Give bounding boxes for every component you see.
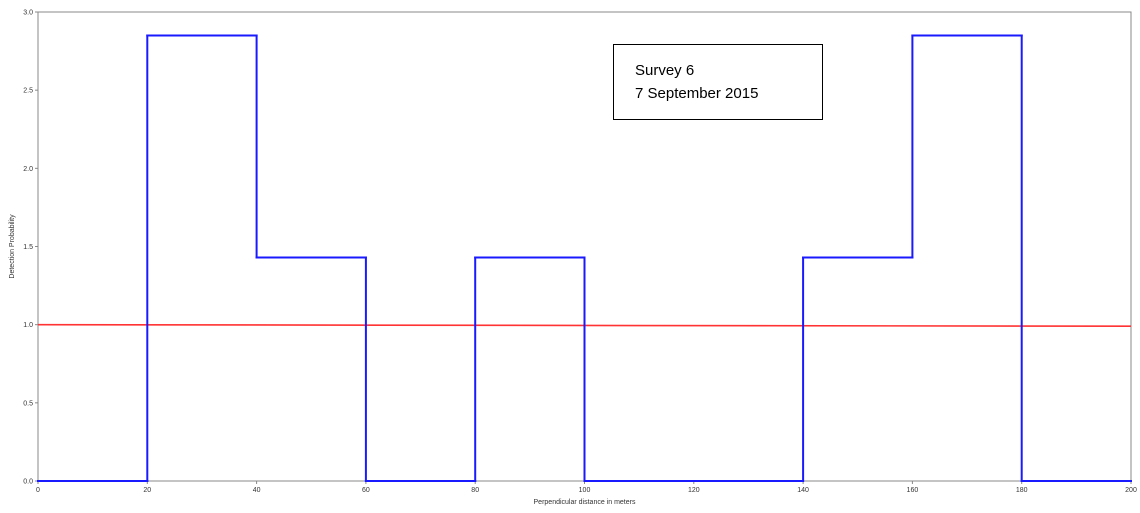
x-tick-label: 160 — [907, 487, 919, 494]
y-tick-label: 1.5 — [23, 244, 33, 251]
y-tick-label: 3.0 — [23, 10, 33, 17]
y-axis-label: Detection Probability — [9, 214, 16, 279]
x-tick-label: 200 — [1125, 487, 1137, 494]
x-axis-label: Perpendicular distance in meters — [534, 499, 636, 506]
x-tick-label: 40 — [253, 487, 261, 494]
x-tick-label: 20 — [143, 487, 151, 494]
y-tick-label: 0.0 — [23, 479, 33, 486]
y-tick-label: 2.5 — [23, 88, 33, 95]
annotation-line-date: 7 September 2015 — [635, 85, 759, 102]
y-tick-label: 0.5 — [23, 400, 33, 407]
x-tick-label: 100 — [579, 487, 591, 494]
annotation-box: Survey 6 7 September 2015 — [613, 44, 823, 120]
annotation-line-survey: Survey 6 — [635, 62, 695, 79]
tick-labels: 0 20 40 60 80 100 120 140 160 180 200 0.0 0.5 1.0 1.5 2… — [23, 10, 1137, 495]
histogram-bins — [37, 34, 1132, 482]
y-tick-label: 1.0 — [23, 322, 33, 329]
x-tick-label: 180 — [1016, 487, 1028, 494]
x-tick-label: 140 — [797, 487, 809, 494]
y-tick-label: 2.0 — [23, 166, 33, 173]
x-tick-label: 60 — [362, 487, 370, 494]
x-tick-label: 120 — [688, 487, 700, 494]
x-tick-label: 0 — [36, 487, 40, 494]
x-tick-label: 80 — [471, 487, 479, 494]
